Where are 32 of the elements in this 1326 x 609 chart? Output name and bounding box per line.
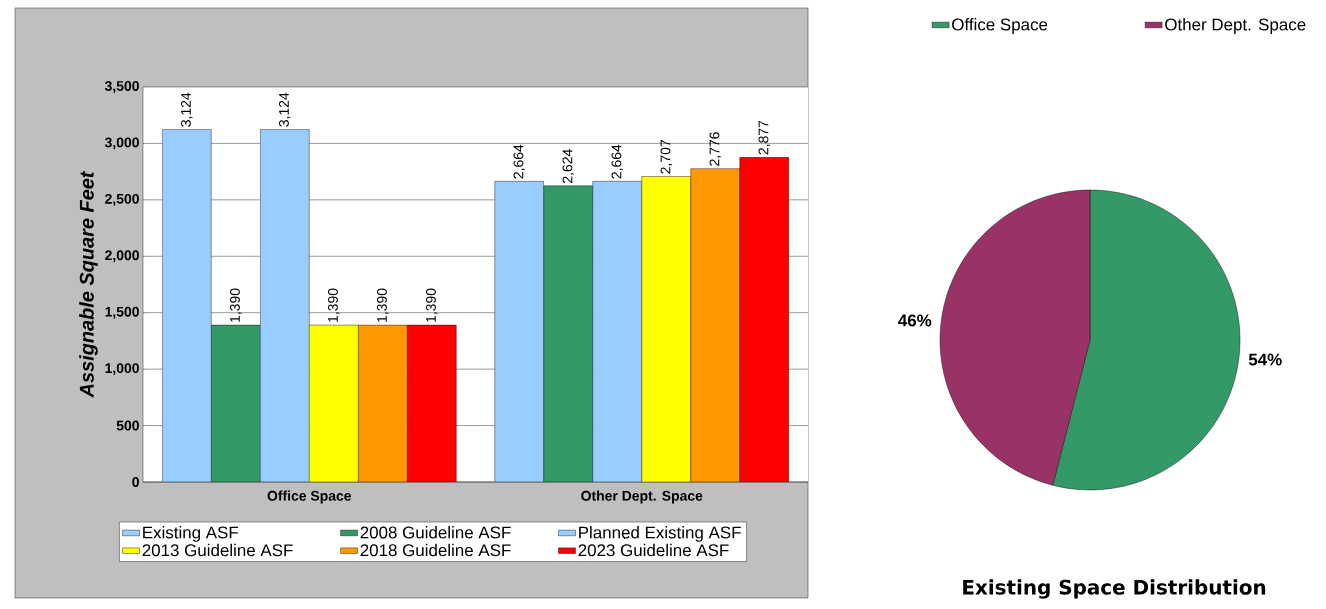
y-tick-label: 500 bbox=[116, 420, 139, 431]
y-tick-label: 3,500 bbox=[104, 81, 139, 93]
y-tick-label: 2,000 bbox=[105, 250, 139, 263]
data-label: 2,776 bbox=[709, 132, 722, 166]
y-tick-label: 2,500 bbox=[105, 193, 139, 206]
y-axis-title: Assignable Square Feet bbox=[79, 170, 98, 398]
data-label: 2,664 bbox=[611, 144, 624, 179]
y-tick-label: 1,500 bbox=[105, 306, 139, 319]
data-label: 2,707 bbox=[660, 140, 673, 174]
legend-label: 2018 Guideline ASF bbox=[360, 543, 511, 557]
data-label: 54% bbox=[1248, 353, 1282, 366]
legend-label: 2013 Guideline ASF bbox=[142, 543, 293, 557]
data-label: 1,390 bbox=[327, 288, 340, 322]
legend-label: Existing ASF bbox=[143, 526, 239, 542]
data-label: 1,390 bbox=[229, 288, 242, 322]
data-label: 2,877 bbox=[758, 120, 771, 155]
text: Existing Space Distribution bbox=[963, 579, 1266, 599]
legend-label: 2023 Guideline ASF bbox=[578, 543, 729, 557]
data-label: 1,390 bbox=[376, 288, 389, 322]
data-label: 1,390 bbox=[425, 288, 438, 322]
legend-label: Other Dept. Space bbox=[1165, 18, 1306, 34]
data-label: 3,124 bbox=[180, 92, 193, 127]
y-tick-label: 1,000 bbox=[105, 363, 139, 376]
data-label: 3,124 bbox=[278, 92, 291, 127]
legend-label: 2008 Guideline ASF bbox=[360, 526, 511, 539]
data-label: 46% bbox=[898, 314, 932, 327]
y-tick-label: 0 bbox=[132, 477, 139, 487]
data-label: 2,664 bbox=[513, 144, 526, 179]
data-label: 2,624 bbox=[562, 149, 575, 183]
legend-label: Office Space bbox=[952, 18, 1048, 34]
legend-label: Planned Existing ASF bbox=[579, 526, 741, 542]
y-tick-label: 3,000 bbox=[104, 137, 139, 150]
